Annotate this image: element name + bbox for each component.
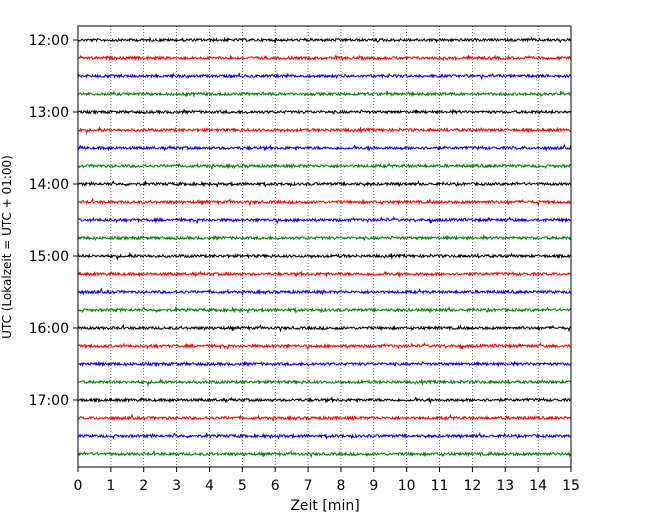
x-axis-label: Zeit [min] [290, 498, 359, 514]
trace-1745 [77, 449, 572, 459]
x-axis-ticks: 0 1 2 3 4 5 6 7 8 9 10 11 12 13 14 15 [74, 467, 580, 494]
x-tick-label: 7 [304, 478, 313, 494]
trace-1330 [77, 143, 572, 153]
x-tick-label: 8 [336, 478, 345, 494]
trace-1530 [77, 287, 572, 296]
y-axis-ticks: 12:00 13:00 14:00 15:00 16:00 17:00 [29, 33, 78, 409]
trace-1445 [77, 234, 572, 241]
trace-1645 [77, 377, 572, 388]
y-tick-label: 14:00 [29, 177, 69, 193]
plot-frame [77, 25, 572, 468]
x-tick-label: 6 [271, 478, 280, 494]
trace-1715 [77, 413, 572, 422]
x-tick-label: 5 [238, 478, 247, 494]
trace-1700 [77, 396, 572, 405]
x-tick-label: 2 [139, 478, 148, 494]
trace-1245 [77, 90, 572, 98]
x-tick-label: 0 [74, 478, 83, 494]
trace-1400 [77, 179, 572, 188]
trace-1545 [77, 305, 572, 314]
x-tick-label: 1 [106, 478, 115, 494]
trace-lines [77, 36, 572, 459]
x-tick-label: 14 [529, 478, 547, 494]
x-tick-label: 3 [172, 478, 181, 494]
x-tick-label: 12 [463, 478, 481, 494]
y-tick-label: 16:00 [29, 321, 69, 337]
x-tick-label: 13 [496, 478, 514, 494]
x-tick-label: 15 [562, 478, 580, 494]
trace-1500 [77, 251, 572, 262]
trace-1415 [77, 197, 572, 207]
x-tick-label: 10 [398, 478, 416, 494]
x-tick-label: 9 [369, 478, 378, 494]
y-tick-label: 12:00 [29, 33, 69, 49]
x-tick-label: 11 [431, 478, 449, 494]
trace-1615 [77, 341, 572, 351]
y-tick-label: 13:00 [29, 105, 69, 121]
y-tick-label: 17:00 [29, 393, 69, 409]
trace-1215 [77, 54, 572, 62]
y-axis-label: UTC (Lokalzeit = UTC + 01:00) [0, 155, 14, 339]
trace-1230 [77, 72, 572, 81]
trace-1730 [77, 431, 572, 440]
trace-1200 [77, 36, 572, 44]
trace-1630 [77, 360, 572, 367]
trace-1300 [77, 108, 572, 115]
trace-1315 [77, 125, 572, 136]
trace-1345 [77, 161, 572, 170]
x-tick-label: 4 [205, 478, 214, 494]
trace-1515 [77, 270, 572, 279]
trace-1600 [77, 323, 572, 333]
trace-1430 [77, 215, 572, 225]
y-tick-label: 15:00 [29, 249, 69, 265]
